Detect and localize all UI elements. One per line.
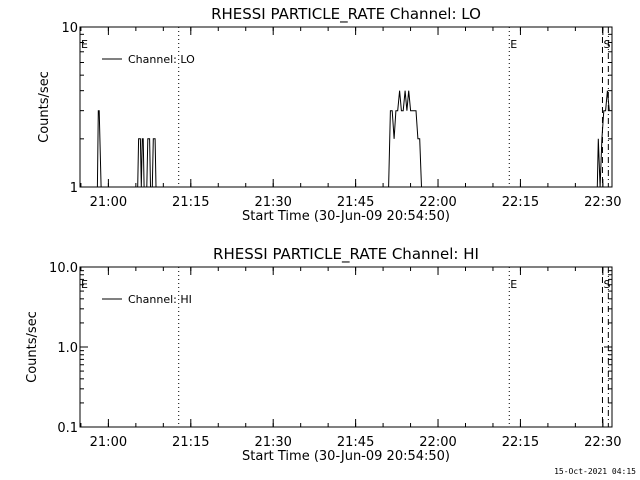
- y-tick-label: 1.0: [57, 341, 78, 356]
- x-tick-label: 21:00: [90, 195, 127, 210]
- x-tick-label: 22:30: [584, 435, 621, 450]
- y-tick-label: 10.0: [49, 261, 78, 276]
- x-tick-label: 21:30: [254, 435, 291, 450]
- x-tick-label: 21:00: [90, 435, 127, 450]
- footer-timestamp: 15-Oct-2021 04:15: [554, 467, 636, 476]
- x-axis-label: Start Time (30-Jun-09 20:54:50): [242, 209, 450, 224]
- x-tick-label: 21:15: [172, 195, 209, 210]
- chart-panel-0: RHESSI PARTICLE_RATE Channel: LO 21:00 21:…: [37, 5, 622, 224]
- annotation-label: S: [603, 278, 610, 291]
- chart-panel-1: RHESSI PARTICLE_RATE Channel: HI 21:00 21:…: [25, 245, 622, 464]
- legend-label: Channel: HI: [128, 293, 192, 306]
- annotation-label: E: [510, 278, 517, 291]
- x-tick-label: 21:30: [254, 195, 291, 210]
- annotation-label: S: [603, 38, 610, 51]
- y-tick-label: 10: [61, 21, 78, 36]
- x-tick-label: 22:00: [419, 195, 456, 210]
- annotation-label: E: [510, 38, 517, 51]
- chart-title: RHESSI PARTICLE_RATE Channel: HI: [213, 245, 479, 264]
- y-axis-label: Counts/sec: [25, 311, 40, 383]
- y-tick-label: 0.1: [57, 421, 78, 436]
- x-tick-label: 22:15: [502, 195, 539, 210]
- annotation-label: E: [81, 38, 88, 51]
- x-axis-label: Start Time (30-Jun-09 20:54:50): [242, 449, 450, 464]
- y-tick-label: 1: [70, 181, 78, 196]
- x-tick-label: 21:45: [337, 435, 374, 450]
- x-tick-label: 22:00: [419, 435, 456, 450]
- chart-panels: RHESSI PARTICLE_RATE Channel: LO 21:00 21:…: [25, 5, 622, 464]
- chart-title: RHESSI PARTICLE_RATE Channel: LO: [211, 5, 481, 24]
- legend-label: Channel: LO: [128, 53, 195, 66]
- y-axis-label: Counts/sec: [37, 71, 52, 143]
- x-tick-label: 21:45: [337, 195, 374, 210]
- series-line: [96, 90, 610, 187]
- x-tick-label: 21:15: [172, 435, 209, 450]
- annotation-label: E: [81, 278, 88, 291]
- x-tick-label: 22:15: [502, 435, 539, 450]
- x-tick-label: 22:30: [584, 195, 621, 210]
